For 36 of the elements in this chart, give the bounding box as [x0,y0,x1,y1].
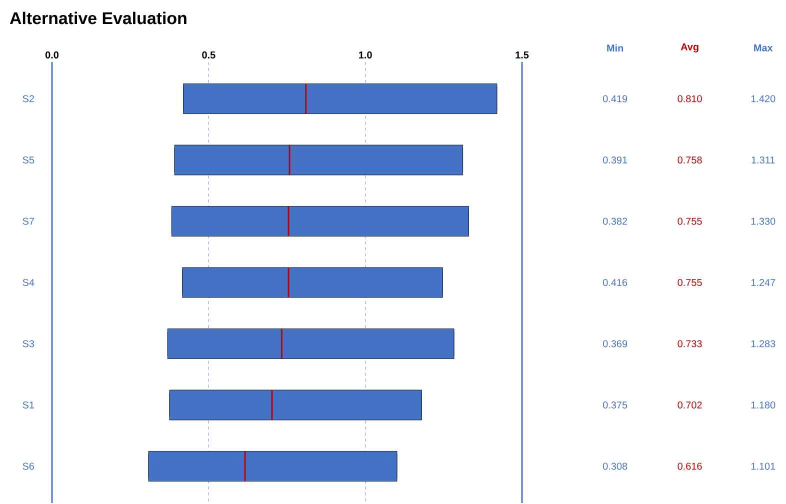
text: 0.616 [678,462,702,470]
text: Max [754,44,773,52]
text: 0.416 [602,278,628,286]
text: Avg [680,43,698,52]
x-tick-label: 1.0 [359,51,372,58]
text: 1.101 [751,462,776,470]
text: 1.180 [751,401,776,409]
y-tick-label: S3 [22,340,34,348]
y-tick-label: S5 [22,156,34,164]
text: 0.758 [678,156,702,164]
text: 0.810 [678,95,702,102]
text: 0.391 [602,156,628,164]
y-tick-label: S6 [22,462,34,470]
y-tick-label: S1 [22,401,34,409]
text: 1.420 [751,95,776,102]
y-tick-label: S2 [22,95,34,102]
text: 0.382 [602,218,628,225]
text: 0.375 [602,401,628,409]
x-tick-label: 1.5 [516,52,529,58]
text: 1.330 [751,218,776,225]
text: 0.702 [678,401,702,409]
chart-title: Alternative Evaluation [10,12,186,24]
text: 0.755 [678,218,702,225]
text: 1.247 [751,279,776,286]
text: 0.733 [678,340,702,348]
text: 0.308 [602,462,628,470]
text: Min [607,44,624,52]
y-tick-label: S4 [22,278,34,286]
y-tick-label: S7 [22,218,34,225]
text: 1.283 [751,340,776,348]
x-tick-label: 0.5 [202,51,216,58]
text: 0.755 [678,278,702,286]
x-tick-label: 0.0 [45,51,59,58]
text: 0.419 [602,95,628,102]
text: 1.311 [752,156,775,164]
text: 0.369 [602,340,628,348]
